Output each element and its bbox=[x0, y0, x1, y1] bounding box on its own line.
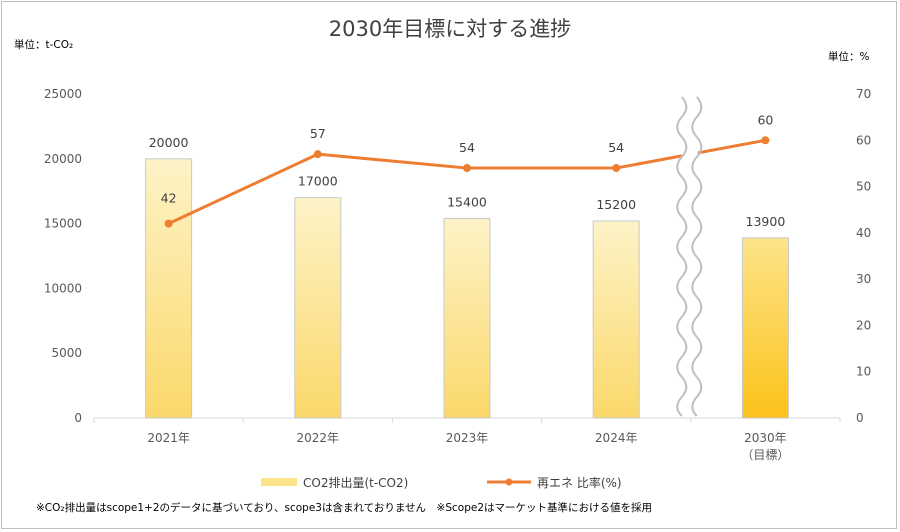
co2-bar bbox=[294, 197, 342, 419]
x-category-label: 2021年 bbox=[147, 431, 190, 445]
co2-bar-label: 15200 bbox=[596, 197, 636, 212]
y-left-tick-label: 15000 bbox=[44, 217, 82, 231]
y-left-tick-label: 0 bbox=[74, 411, 82, 425]
y-right-tick-label: 50 bbox=[856, 180, 871, 194]
y-right-tick-label: 10 bbox=[856, 365, 871, 379]
axis-break bbox=[676, 96, 703, 417]
co2-bar bbox=[592, 220, 640, 419]
chart-title: 2030年目標に対する進捗 bbox=[329, 17, 571, 41]
axis-break-edge bbox=[676, 96, 688, 417]
y-left-tick-label: 10000 bbox=[44, 281, 82, 295]
legend-label-co2: CO2排出量(t-CO2) bbox=[303, 476, 408, 490]
renewable-ratio-label: 42 bbox=[161, 191, 177, 206]
renewable-ratio-point bbox=[463, 164, 471, 173]
legend-swatch-renewable-dot bbox=[505, 478, 513, 486]
x-category-label: （目標） bbox=[741, 448, 789, 462]
y-left-tick-label: 5000 bbox=[51, 346, 82, 360]
co2-bar-label: 15400 bbox=[447, 194, 487, 209]
legend-swatch-co2 bbox=[261, 478, 297, 486]
legend-label-renewable: 再エネ 比率(%) bbox=[537, 475, 622, 490]
co2-bar bbox=[443, 217, 491, 419]
left-axis-unit: 単位：t-CO₂ bbox=[14, 38, 73, 51]
line-series: 42 57 54 54 60 bbox=[161, 112, 773, 228]
renewable-ratio-point bbox=[164, 219, 173, 228]
x-category-label: 2024年 bbox=[595, 431, 638, 445]
co2-bar bbox=[741, 237, 789, 419]
renewable-ratio-label: 54 bbox=[459, 140, 475, 155]
co2-bar-label: 17000 bbox=[298, 174, 338, 189]
renewable-ratio-label: 54 bbox=[608, 140, 624, 155]
renewable-ratio-point bbox=[313, 150, 322, 159]
y-right-tick-label: 30 bbox=[856, 272, 871, 286]
axes: 0 5000 10000 15000 20000 25000 0 10 20 30 40 50 60 70… bbox=[44, 87, 871, 462]
right-axis-unit: 単位：% bbox=[828, 50, 869, 63]
axis-break-band bbox=[681, 97, 698, 417]
co2-bar-label: 13900 bbox=[746, 214, 786, 229]
y-left-tick-label: 20000 bbox=[44, 152, 82, 166]
x-category-label: 2022年 bbox=[297, 431, 340, 445]
y-right-tick-label: 40 bbox=[856, 226, 871, 240]
y-right-tick-label: 60 bbox=[856, 133, 871, 147]
y-right-tick-label: 20 bbox=[856, 318, 871, 332]
x-category-label: 2023年 bbox=[446, 431, 489, 445]
renewable-ratio-point bbox=[761, 136, 770, 145]
axis-break-edge bbox=[691, 96, 703, 417]
renewable-ratio-label: 60 bbox=[757, 112, 773, 127]
co2-bar-label: 20000 bbox=[149, 135, 189, 150]
y-right-tick-label: 0 bbox=[856, 411, 864, 425]
renewable-ratio-point bbox=[612, 164, 621, 173]
legend: CO2排出量(t-CO2) 再エネ 比率(%) bbox=[261, 475, 622, 490]
bar-series: 20000 17000 15400 15200 13900 bbox=[145, 135, 789, 419]
co2-bar bbox=[145, 158, 193, 419]
footnote: ※CO₂排出量はscope1+2のデータに基づいており、scope3は含まれてお… bbox=[36, 501, 652, 514]
renewable-ratio-label: 57 bbox=[310, 126, 326, 141]
y-left-tick-label: 25000 bbox=[44, 87, 82, 101]
y-right-tick-label: 70 bbox=[856, 87, 871, 101]
x-category-label: 2030年 bbox=[744, 431, 787, 445]
